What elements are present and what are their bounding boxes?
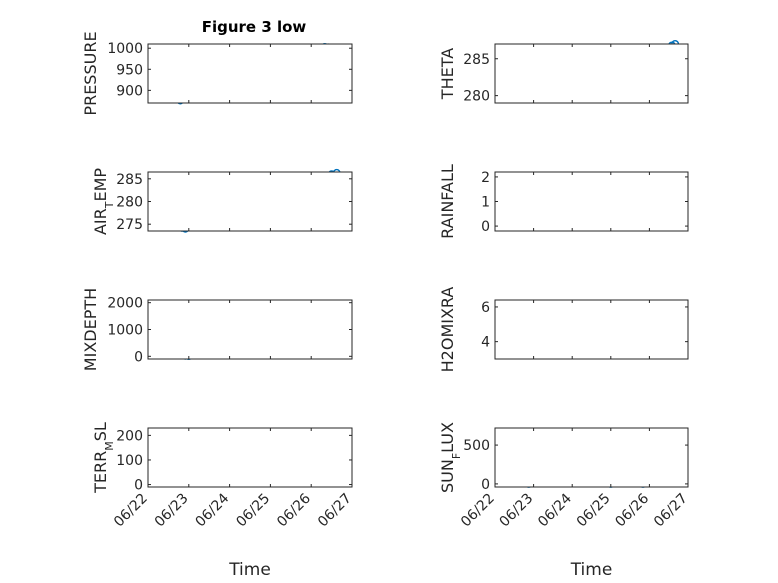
x-tick-label: 06/22 <box>458 491 498 531</box>
axes-frame <box>494 299 689 360</box>
panel-pressure: 900 950 1000 PRESSURE <box>81 31 353 116</box>
y-tick-label: 2 <box>481 170 490 186</box>
panel-rainfall: 0 1 2 RAINFALL <box>438 164 689 239</box>
axes-frame <box>494 427 689 488</box>
y-tick-label: 280 <box>116 195 143 211</box>
panel-terr_msl: 0 100 200 06/22 06/23 06/24 06/25 06/26 06/27 TER… <box>91 422 355 580</box>
axes-frame <box>147 427 353 488</box>
y-axis-label: H2OMIXRA <box>438 287 457 373</box>
axes-frame <box>147 299 353 360</box>
y-axis-label: RAINFALL <box>438 164 457 239</box>
x-tick-label: 06/24 <box>535 490 575 530</box>
x-tick-label: 06/26 <box>274 490 314 530</box>
y-axis-label: THETA <box>438 48 457 100</box>
y-tick-label: 900 <box>116 83 143 99</box>
x-tick-label: 06/25 <box>233 491 273 531</box>
y-tick-label: 950 <box>116 62 143 78</box>
axes-frame <box>147 43 353 104</box>
y-tick-label: 280 <box>463 89 490 105</box>
x-tick-label: 06/25 <box>574 491 614 531</box>
y-axis-label: TERRMSL <box>91 422 116 494</box>
y-tick-label: 285 <box>463 52 490 68</box>
x-tick-label: 06/27 <box>651 491 691 531</box>
y-tick-label: 0 <box>134 349 143 365</box>
x-axis-label: Time <box>228 560 271 580</box>
x-tick-label: 06/26 <box>612 490 652 530</box>
y-tick-label: 1000 <box>107 41 143 57</box>
y-tick-label: 275 <box>116 217 143 233</box>
x-axis-label: Time <box>570 560 613 580</box>
y-tick-label: 1000 <box>107 323 143 339</box>
y-tick-label: 1 <box>481 195 490 211</box>
y-tick-label: 2000 <box>107 296 143 312</box>
panel-theta: 280 285 THETA <box>438 40 689 105</box>
y-axis-label: AIRTEMP <box>91 168 116 235</box>
figure-title: Figure 3 low <box>202 18 307 36</box>
y-tick-label: 0 <box>481 219 490 235</box>
axes-frame <box>494 43 689 104</box>
y-tick-label: 4 <box>481 335 490 351</box>
y-axis-label: SUNFLUX <box>438 422 463 493</box>
y-tick-label: 0 <box>134 478 143 494</box>
panel-mixdepth: 0 1000 2000 MIXDEPTH <box>81 288 353 371</box>
x-tick-label: 06/24 <box>193 490 233 530</box>
x-tick-label: 06/27 <box>315 491 355 531</box>
y-tick-label: 285 <box>116 172 143 188</box>
y-tick-label: 0 <box>481 477 490 493</box>
y-tick-label: 500 <box>463 438 490 454</box>
x-tick-label: 06/23 <box>497 491 537 531</box>
y-tick-label: 6 <box>481 300 490 316</box>
x-tick-label: 06/22 <box>111 491 151 531</box>
y-tick-label: 200 <box>116 428 143 444</box>
x-tick-label: 06/23 <box>152 491 192 531</box>
axes-frame <box>147 171 353 232</box>
y-axis-label: MIXDEPTH <box>81 288 100 371</box>
y-axis-label: PRESSURE <box>81 31 100 115</box>
y-tick-label: 100 <box>116 453 143 469</box>
axes-frame <box>494 171 689 232</box>
panel-h2omixra: 4 6 H2OMIXRA <box>438 287 689 373</box>
